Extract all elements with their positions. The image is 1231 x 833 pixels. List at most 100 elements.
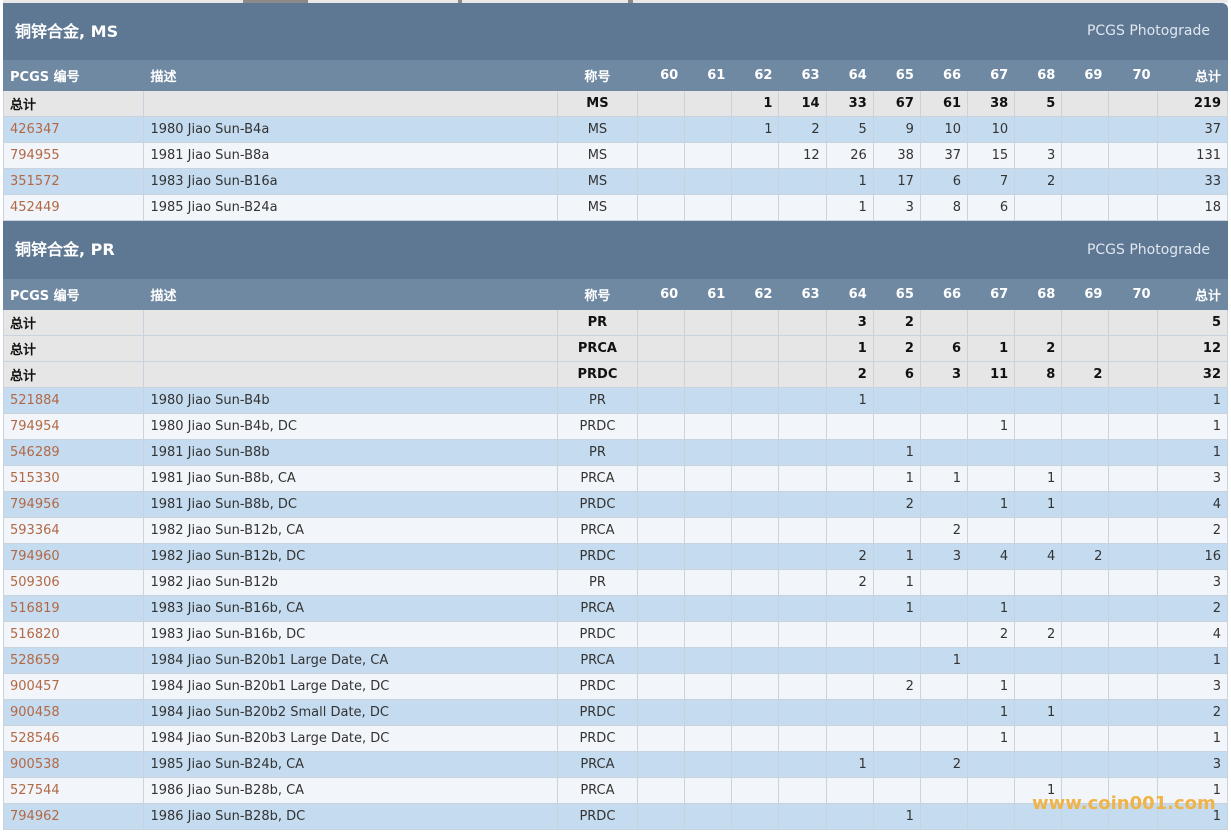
grade-count-cell: 9	[872, 116, 921, 143]
grade-count-cell	[825, 595, 874, 622]
pcgs-number-link[interactable]: 515330	[2, 465, 145, 492]
table-row[interactable]: 521884 1980 Jiao Sun-B4b PR 1 1	[2, 387, 1229, 414]
table-row[interactable]: 527544 1986 Jiao Sun-B28b, CA PRCA 1 1	[2, 777, 1229, 804]
pcgs-number-link[interactable]: 900458	[2, 699, 145, 726]
column-header[interactable]: 70	[1108, 279, 1158, 310]
column-header[interactable]: 70	[1108, 60, 1158, 91]
grade-count-cell	[825, 621, 874, 648]
table-row[interactable]: 528546 1984 Jiao Sun-B20b3 Large Date, DC…	[2, 725, 1229, 752]
table-row[interactable]: 515330 1981 Jiao Sun-B8b, CA PRCA 1 1 1 3	[2, 465, 1229, 492]
pcgs-number-link[interactable]: 527544	[2, 777, 145, 804]
column-header[interactable]: 67	[967, 279, 1016, 310]
table-row[interactable]: 593364 1982 Jiao Sun-B12b, CA PRCA 2 2	[2, 517, 1229, 544]
table-row[interactable]: 794960 1982 Jiao Sun-B12b, DC PRDC 2 1 3 4 4 2 16	[2, 543, 1229, 570]
column-header[interactable]: 65	[872, 60, 921, 91]
pcgs-number-link[interactable]: 426347	[2, 116, 145, 143]
description-cell: 1984 Jiao Sun-B20b1 Large Date, DC	[143, 673, 558, 700]
column-header[interactable]: 总计	[1156, 279, 1229, 310]
total-cell: 1	[1156, 777, 1229, 804]
table-row[interactable]: 794954 1980 Jiao Sun-B4b, DC PRDC 1 1	[2, 413, 1229, 440]
column-header[interactable]: 总计	[1156, 60, 1229, 91]
pcgs-number-link[interactable]: 528546	[2, 725, 145, 752]
grade-count-cell	[778, 517, 827, 544]
table-row[interactable]: 794955 1981 Jiao Sun-B8a MS 12 26 38 37 15 3 131	[2, 142, 1229, 169]
column-header[interactable]: 65	[872, 279, 921, 310]
sections-container: 铜锌合金, MS PCGS Photograde PCGS 编号 描述 称号 60 61 62…	[2, 3, 1229, 830]
table-row[interactable]: 900458 1984 Jiao Sun-B20b2 Small Date, DC…	[2, 699, 1229, 726]
grade-count-cell	[778, 194, 827, 221]
grade-count-cell: 2	[967, 621, 1016, 648]
column-header[interactable]: 62	[731, 279, 780, 310]
grade-count-cell	[684, 413, 733, 440]
table-row[interactable]: 528659 1984 Jiao Sun-B20b1 Large Date, CA…	[2, 647, 1229, 674]
column-header[interactable]: 称号	[556, 60, 639, 91]
grade-count-cell: 10	[967, 116, 1016, 143]
grade-count-cell	[684, 751, 733, 778]
grade-count-cell	[684, 517, 733, 544]
column-header[interactable]: 66	[919, 60, 969, 91]
grade-count-cell	[1061, 751, 1110, 778]
pcgs-number-link[interactable]: 794954	[2, 413, 145, 440]
pcgs-number-link[interactable]: 509306	[2, 569, 145, 596]
table-row[interactable]: 509306 1982 Jiao Sun-B12b PR 2 1 3	[2, 569, 1229, 596]
photograde-link[interactable]: PCGS Photograde	[1086, 23, 1210, 39]
column-header[interactable]: 68	[1014, 279, 1063, 310]
pcgs-number-link[interactable]: 528659	[2, 647, 145, 674]
column-header[interactable]: 67	[967, 60, 1016, 91]
table-row[interactable]: 426347 1980 Jiao Sun-B4a MS 1 2 5 9 10 10 37	[2, 116, 1229, 143]
grade-count-cell	[637, 116, 686, 143]
pcgs-number-link[interactable]: 521884	[2, 387, 145, 414]
column-header[interactable]: 称号	[556, 279, 639, 310]
column-header[interactable]: 60	[637, 60, 686, 91]
grade-count-cell	[684, 621, 733, 648]
total-cell: 2	[1156, 517, 1229, 544]
pcgs-number-link[interactable]: 794960	[2, 543, 145, 570]
pcgs-number-link[interactable]: 794956	[2, 491, 145, 518]
column-header[interactable]: 63	[778, 60, 827, 91]
pcgs-number-link[interactable]: 794955	[2, 142, 145, 169]
column-header[interactable]: PCGS 编号	[2, 60, 145, 91]
column-header[interactable]: 69	[1061, 279, 1110, 310]
pcgs-number-link[interactable]: 351572	[2, 168, 145, 195]
column-header[interactable]: 描述	[143, 279, 558, 310]
pcgs-number-link[interactable]: 516820	[2, 621, 145, 648]
grade-count-cell	[778, 543, 827, 570]
column-header[interactable]: 64	[825, 60, 874, 91]
table-row[interactable]: 546289 1981 Jiao Sun-B8b PR 1 1	[2, 439, 1229, 466]
table-row[interactable]: 452449 1985 Jiao Sun-B24a MS 1 3 8 6 18	[2, 194, 1229, 221]
table-row[interactable]: 794962 1986 Jiao Sun-B28b, DC PRDC 1 1	[2, 803, 1229, 830]
column-header[interactable]: 66	[919, 279, 969, 310]
designation-cell: PRDC	[556, 491, 639, 518]
description-cell: 1980 Jiao Sun-B4b, DC	[143, 413, 558, 440]
pcgs-number-link[interactable]: 900538	[2, 751, 145, 778]
column-header[interactable]: PCGS 编号	[2, 279, 145, 310]
pcgs-number-link[interactable]: 593364	[2, 517, 145, 544]
table-row[interactable]: 900457 1984 Jiao Sun-B20b1 Large Date, DC…	[2, 673, 1229, 700]
column-header[interactable]: 61	[684, 279, 733, 310]
pcgs-number-link[interactable]: 452449	[2, 194, 145, 221]
grade-count-cell: 2	[1014, 335, 1063, 362]
grade-count-cell	[731, 517, 780, 544]
table-row[interactable]: 516820 1983 Jiao Sun-B16b, DC PRDC 2 2 4	[2, 621, 1229, 648]
pcgs-number-link[interactable]: 794962	[2, 803, 145, 830]
table-row[interactable]: 794956 1981 Jiao Sun-B8b, DC PRDC 2 1 1 4	[2, 491, 1229, 518]
column-header[interactable]: 61	[684, 60, 733, 91]
column-header[interactable]: 62	[731, 60, 780, 91]
table-row[interactable]: 900538 1985 Jiao Sun-B24b, CA PRCA 1 2 3	[2, 751, 1229, 778]
column-header[interactable]: 63	[778, 279, 827, 310]
column-header[interactable]: 描述	[143, 60, 558, 91]
column-header[interactable]: 68	[1014, 60, 1063, 91]
table-row[interactable]: 516819 1983 Jiao Sun-B16b, CA PRCA 1 1 2	[2, 595, 1229, 622]
grade-count-cell: 2	[825, 569, 874, 596]
grade-count-cell: 3	[825, 309, 874, 336]
total-cell: 4	[1156, 621, 1229, 648]
pcgs-number-link[interactable]: 900457	[2, 673, 145, 700]
column-header[interactable]: 69	[1061, 60, 1110, 91]
pcgs-number-link[interactable]: 516819	[2, 595, 145, 622]
photograde-link[interactable]: PCGS Photograde	[1086, 242, 1210, 258]
table-row[interactable]: 351572 1983 Jiao Sun-B16a MS 1 17 6 7 2 33	[2, 168, 1229, 195]
column-header[interactable]: 64	[825, 279, 874, 310]
pcgs-number-link[interactable]: 546289	[2, 439, 145, 466]
column-header[interactable]: 60	[637, 279, 686, 310]
total-cell: 1	[1156, 439, 1229, 466]
